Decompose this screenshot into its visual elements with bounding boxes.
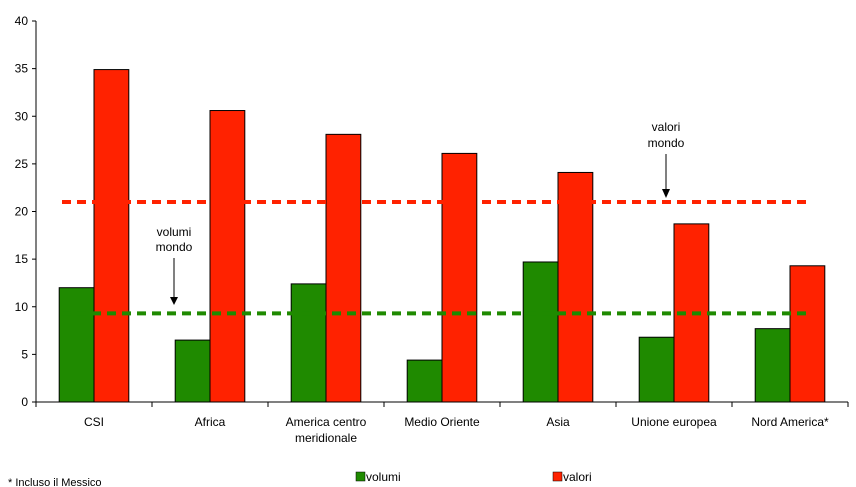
legend-label-valori: valori (563, 470, 592, 484)
y-tick-label-8: 40 (15, 14, 29, 28)
y-tick-label-2: 10 (15, 300, 29, 314)
y-tick-label-3: 15 (15, 252, 29, 266)
x-category-label-4: Asia (546, 415, 570, 429)
bar-volumi-1 (174, 339, 211, 403)
x-category-label-2-line2: meridionale (295, 431, 357, 445)
bar-valori-2 (325, 133, 362, 403)
annotation-valori-mondo: valori mondo (648, 120, 685, 198)
x-category-label-6: Nord America* (751, 415, 829, 429)
annotation-valori-mondo-line1: valori (652, 120, 681, 134)
bar-volumi-6 (754, 328, 791, 403)
bar-valori-0 (93, 69, 130, 403)
annotation-valori-arrow-head (662, 189, 670, 198)
y-tick-label-1: 5 (21, 347, 28, 361)
x-category-label-5: Unione europea (631, 415, 717, 429)
annotation-valori-mondo-line2: mondo (648, 136, 685, 150)
annotation-volumi-mondo-line2: mondo (156, 240, 193, 254)
legend: volumi valori (355, 470, 592, 484)
y-tick-label-0: 0 (21, 395, 28, 409)
y-tick-label-6: 30 (15, 109, 29, 123)
legend-label-volumi: volumi (366, 470, 401, 484)
annotation-volumi-arrow-head (170, 297, 178, 305)
y-tick-label-4: 20 (15, 205, 29, 219)
annotation-volumi-mondo-line1: volumi (157, 225, 192, 239)
bar-volumi-2 (290, 283, 327, 403)
bar-valori-3 (441, 152, 478, 403)
y-tick-label-5: 25 (15, 157, 29, 171)
bars-layer (58, 69, 826, 403)
legend-swatch-valori (552, 471, 563, 482)
bar-volumi-5 (638, 336, 675, 403)
annotation-volumi-mondo: volumi mondo (156, 225, 193, 305)
bar-volumi-0 (58, 287, 95, 403)
bar-valori-6 (789, 265, 826, 403)
x-category-label-0: CSI (84, 415, 104, 429)
bar-volumi-3 (406, 359, 443, 403)
x-category-label-2-line1: America centro (286, 415, 367, 429)
x-category-label-3: Medio Oriente (404, 415, 480, 429)
bar-valori-4 (557, 171, 594, 403)
y-tick-label-7: 35 (15, 62, 29, 76)
x-category-label-1: Africa (195, 415, 226, 429)
footnote: * Incluso il Messico (8, 477, 102, 487)
axes-layer: 0 5 10 15 20 25 30 35 40 CSI Africa America centro m… (15, 14, 849, 445)
bar-valori-1 (209, 110, 246, 403)
bar-volumi-4 (522, 261, 559, 403)
reference-lines-layer (62, 199, 806, 316)
legend-swatch-volumi (355, 471, 366, 482)
